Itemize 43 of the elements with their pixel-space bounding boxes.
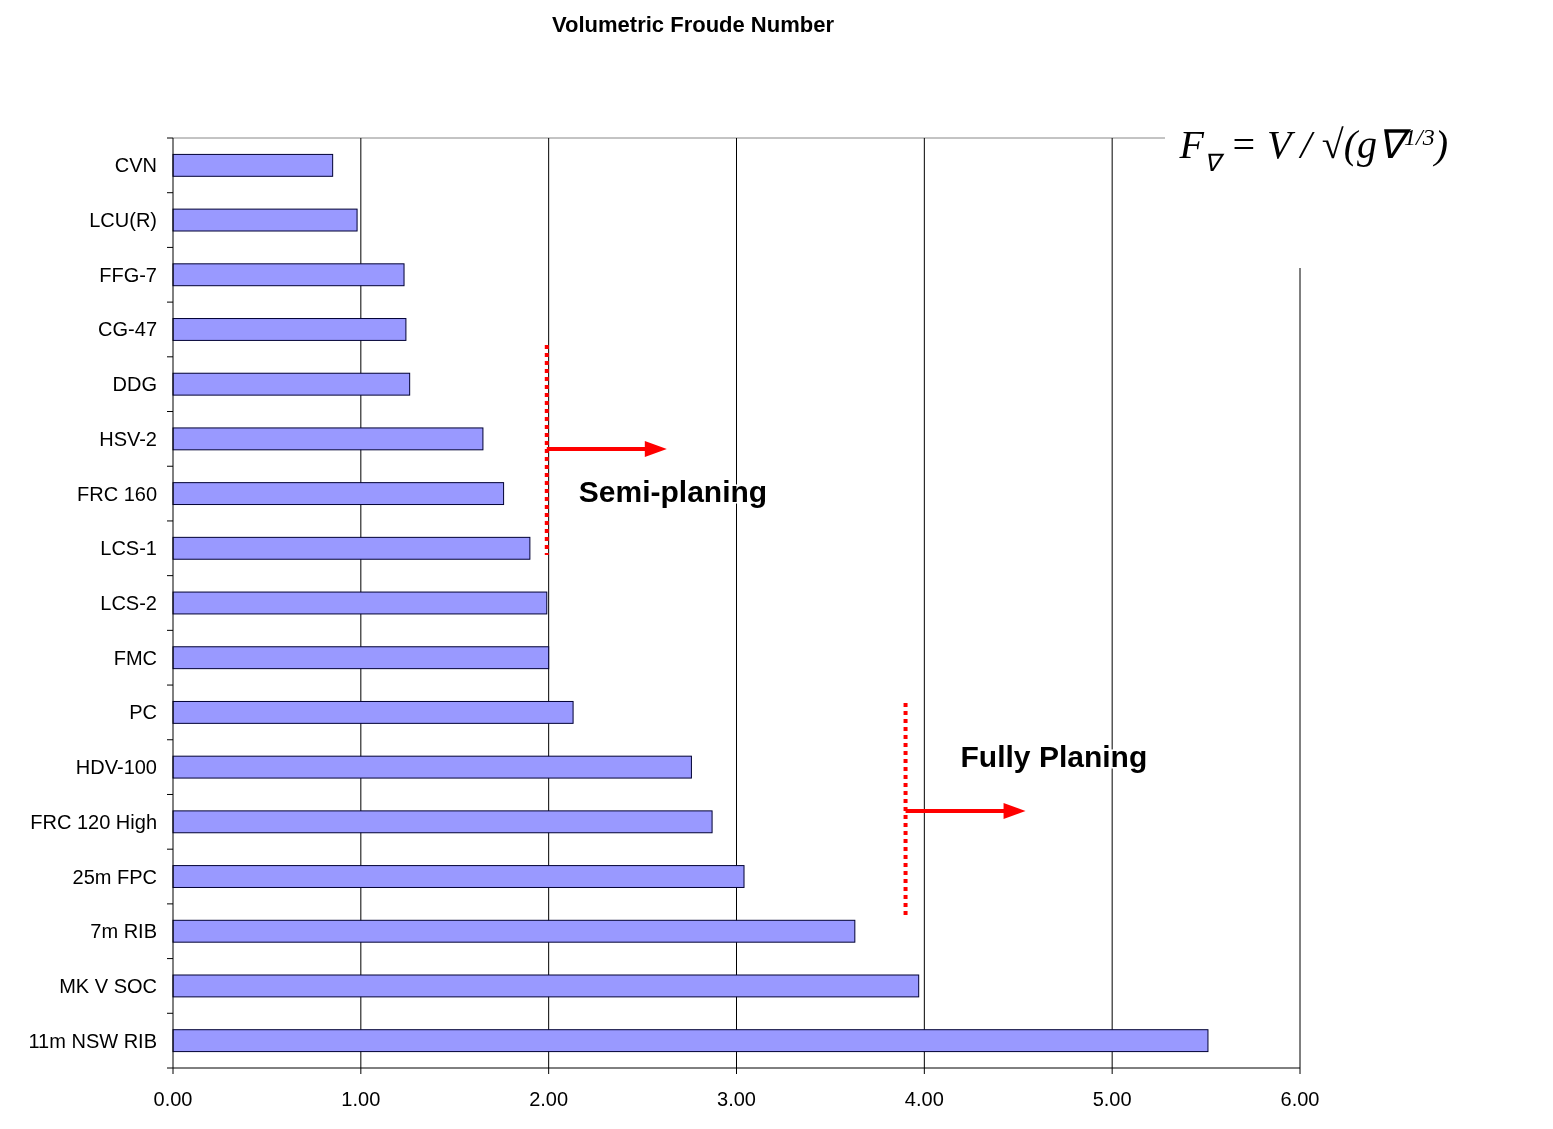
bar bbox=[172, 427, 484, 451]
y-tick-label: LCU(R) bbox=[89, 209, 157, 232]
x-tick-label: 0.00 bbox=[153, 1088, 193, 1110]
y-tick-label: FRC 120 High bbox=[30, 810, 157, 833]
bar bbox=[172, 919, 856, 943]
y-tick-label: LCS-1 bbox=[100, 537, 157, 560]
bar bbox=[172, 591, 548, 615]
x-tick-label: 5.00 bbox=[1092, 1088, 1132, 1110]
bar bbox=[172, 482, 505, 506]
bar bbox=[172, 208, 358, 232]
bar bbox=[172, 536, 531, 560]
bar bbox=[172, 646, 550, 670]
y-tick-label: 7m RIB bbox=[90, 920, 157, 943]
y-tick-label: FMC bbox=[113, 646, 157, 669]
x-tick-label: 3.00 bbox=[717, 1088, 756, 1110]
y-tick-label: MK V SOC bbox=[59, 974, 157, 997]
x-tick-label: 4.00 bbox=[904, 1088, 944, 1110]
annotation: F$_{∇}$ = V / √(g∇$^{1/3}$) bbox=[1178, 122, 1448, 176]
bar bbox=[172, 865, 745, 888]
y-tick-label: DDG bbox=[112, 373, 157, 396]
y-tick-label: 11m NSW RIB bbox=[28, 1029, 157, 1052]
bar bbox=[172, 810, 713, 834]
y-tick-label: 25m FPC bbox=[72, 865, 157, 888]
y-tick-label: HDV-100 bbox=[75, 756, 157, 779]
bar bbox=[172, 974, 920, 998]
bar bbox=[172, 755, 692, 779]
bar bbox=[172, 1029, 1209, 1053]
bar bbox=[172, 372, 411, 396]
bar bbox=[172, 153, 334, 177]
y-tick-label: HSV-2 bbox=[99, 427, 157, 450]
y-tick-label: PC bbox=[129, 701, 157, 724]
y-tick-label: CVN bbox=[114, 154, 157, 177]
y-tick-label: FFG-7 bbox=[99, 263, 157, 286]
bar bbox=[172, 263, 405, 287]
y-tick-label: FRC 160 bbox=[76, 482, 157, 505]
x-tick-label: 2.00 bbox=[529, 1088, 569, 1110]
y-tick-label: CG-47 bbox=[98, 318, 157, 341]
x-tick-label: 6.00 bbox=[1280, 1088, 1320, 1110]
y-tick-label: LCS-2 bbox=[100, 592, 157, 614]
chart-title: Volumetric Froude Number bbox=[552, 12, 835, 37]
bar bbox=[172, 700, 574, 724]
x-tick-label: 1.00 bbox=[341, 1088, 381, 1110]
bar bbox=[172, 318, 407, 341]
